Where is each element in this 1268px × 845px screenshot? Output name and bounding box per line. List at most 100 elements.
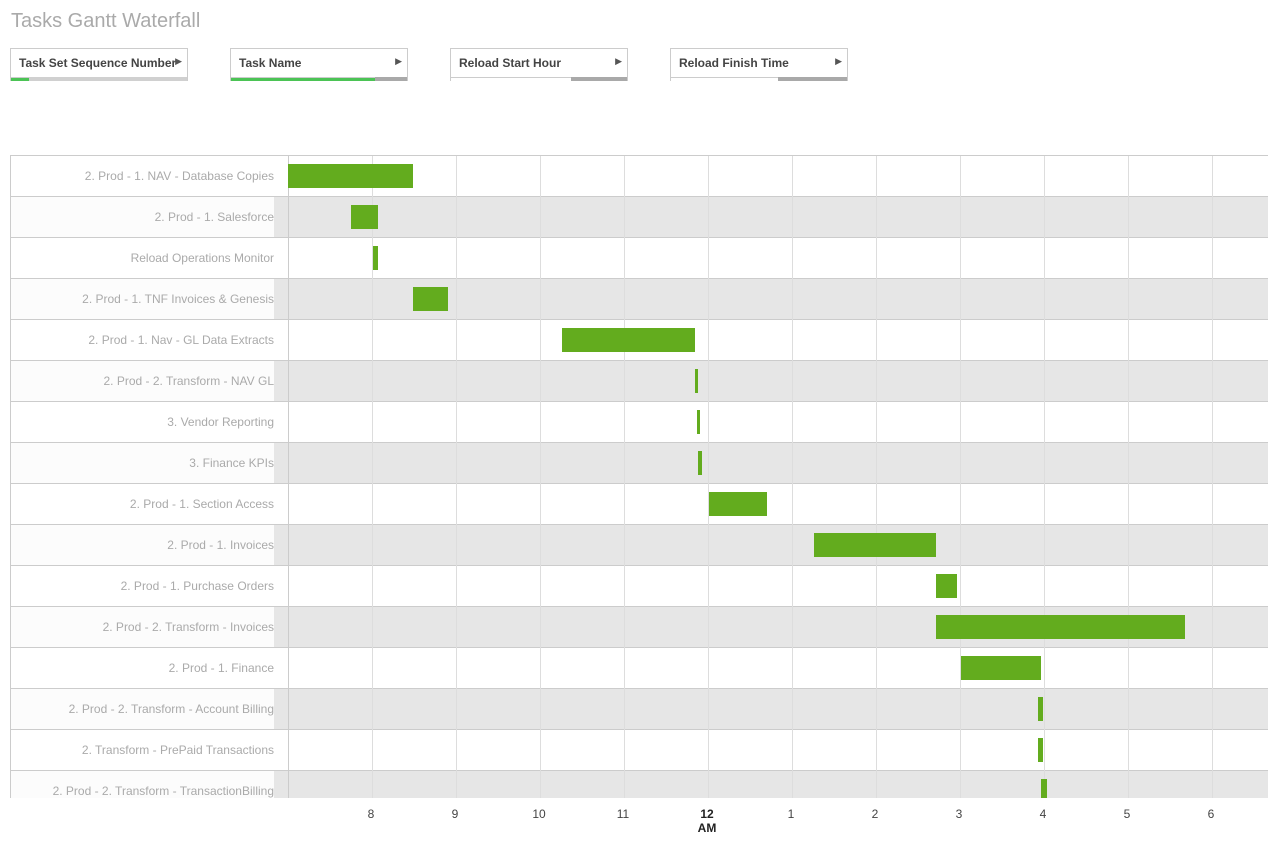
gridline: [960, 484, 961, 525]
gridline: [624, 689, 625, 730]
task-bar[interactable]: [698, 451, 703, 475]
gridline: [1044, 361, 1045, 402]
task-label[interactable]: Reload Operations Monitor: [11, 238, 274, 278]
gridline: [540, 771, 541, 798]
task-bar[interactable]: [1038, 738, 1043, 762]
expand-arrow-icon[interactable]: ▶: [175, 57, 182, 67]
gridline: [372, 238, 373, 279]
gridline: [1044, 238, 1045, 279]
expand-arrow-icon[interactable]: ▶: [835, 57, 842, 67]
gridline: [540, 484, 541, 525]
task-bar[interactable]: [814, 533, 937, 557]
gridline: [540, 730, 541, 771]
filter-reload-finish-time[interactable]: Reload Finish Time ▶: [670, 48, 848, 81]
gridline: [708, 730, 709, 771]
task-bar[interactable]: [1038, 697, 1043, 721]
task-label[interactable]: 2. Prod - 1. Invoices: [11, 525, 274, 565]
gridline: [708, 648, 709, 689]
task-label[interactable]: 2. Prod - 1. Purchase Orders: [11, 566, 274, 606]
gridline: [1212, 443, 1213, 484]
gridline: [456, 730, 457, 771]
task-row: 2. Prod - 1. Section Access: [11, 484, 1268, 525]
gridline: [1044, 402, 1045, 443]
axis-line: [288, 320, 289, 361]
gridline: [1128, 730, 1129, 771]
task-label[interactable]: 3. Vendor Reporting: [11, 402, 274, 442]
axis-line: [288, 771, 289, 798]
gridline: [876, 402, 877, 443]
gridline: [372, 730, 373, 771]
task-bar[interactable]: [936, 615, 1186, 639]
task-label[interactable]: 2. Prod - 2. Transform - Account Billing: [11, 689, 274, 729]
task-label[interactable]: 2. Prod - 1. Finance: [11, 648, 274, 688]
gridline: [960, 238, 961, 279]
task-row: 2. Prod - 2. Transform - Account Billing: [11, 689, 1268, 730]
gridline: [540, 525, 541, 566]
gridline: [1212, 320, 1213, 361]
gridline: [540, 320, 541, 361]
x-tick-label: 12 AM: [697, 807, 717, 835]
task-bar[interactable]: [961, 656, 1042, 680]
gridline: [372, 443, 373, 484]
gridline: [960, 197, 961, 238]
gridline: [876, 730, 877, 771]
gridline: [792, 566, 793, 607]
task-row: 3. Vendor Reporting: [11, 402, 1268, 443]
filter-task-set-sequence-number[interactable]: Task Set Sequence Number ▶: [10, 48, 188, 81]
task-bar[interactable]: [709, 492, 767, 516]
x-tick-label: 9: [451, 807, 459, 821]
task-row: 2. Prod - 1. Invoices: [11, 525, 1268, 566]
gridline: [792, 279, 793, 320]
gridline: [456, 197, 457, 238]
task-label[interactable]: 2. Prod - 1. Salesforce: [11, 197, 274, 237]
gridline: [456, 238, 457, 279]
gantt-chart: 2. Prod - 1. NAV - Database Copies 2. Pro…: [10, 155, 1268, 798]
task-label[interactable]: 2. Prod - 2. Transform - NAV GL: [11, 361, 274, 401]
filter-reload-start-hour[interactable]: Reload Start Hour ▶: [450, 48, 628, 81]
axis-line: [288, 607, 289, 648]
gridline: [708, 607, 709, 648]
task-bar[interactable]: [936, 574, 958, 598]
task-label[interactable]: 3. Finance KPIs: [11, 443, 274, 483]
gridline: [708, 484, 709, 525]
gridline: [1044, 443, 1045, 484]
task-bar[interactable]: [373, 246, 378, 270]
gridline: [960, 402, 961, 443]
task-label[interactable]: 2. Prod - 1. NAV - Database Copies: [11, 156, 274, 196]
task-row: 2. Prod - 1. Purchase Orders: [11, 566, 1268, 607]
task-label[interactable]: 2. Prod - 1. TNF Invoices & Genesis: [11, 279, 274, 319]
gridline: [792, 525, 793, 566]
task-bar[interactable]: [562, 328, 696, 352]
gridline: [1212, 484, 1213, 525]
task-label[interactable]: 2. Transform - PrePaid Transactions: [11, 730, 274, 770]
gridline: [540, 197, 541, 238]
gridline: [708, 320, 709, 361]
task-label[interactable]: 2. Prod - 1. Nav - GL Data Extracts: [11, 320, 274, 360]
task-bar[interactable]: [696, 410, 700, 434]
task-bar[interactable]: [288, 164, 413, 188]
gridline: [540, 361, 541, 402]
gridline: [372, 402, 373, 443]
gridline: [1128, 443, 1129, 484]
task-label[interactable]: 2. Prod - 2. Transform - Invoices: [11, 607, 274, 647]
axis-line: [288, 730, 289, 771]
gridline: [1128, 689, 1129, 730]
task-bar[interactable]: [351, 205, 378, 229]
task-bar[interactable]: [1041, 779, 1047, 798]
task-label[interactable]: 2. Prod - 2. Transform - TransactionBill…: [11, 771, 274, 798]
task-label[interactable]: 2. Prod - 1. Section Access: [11, 484, 274, 524]
task-bar[interactable]: [695, 369, 699, 393]
gridline: [372, 689, 373, 730]
filter-task-name[interactable]: Task Name ▶: [230, 48, 408, 81]
task-row: 3. Finance KPIs: [11, 443, 1268, 484]
gridline: [876, 689, 877, 730]
gridline: [624, 443, 625, 484]
gridline: [1212, 238, 1213, 279]
gridline: [624, 730, 625, 771]
gridline: [372, 771, 373, 798]
gridline: [960, 648, 961, 689]
task-row: 2. Prod - 2. Transform - TransactionBill…: [11, 771, 1268, 798]
expand-arrow-icon[interactable]: ▶: [615, 57, 622, 67]
expand-arrow-icon[interactable]: ▶: [395, 57, 402, 67]
task-bar[interactable]: [412, 287, 448, 311]
